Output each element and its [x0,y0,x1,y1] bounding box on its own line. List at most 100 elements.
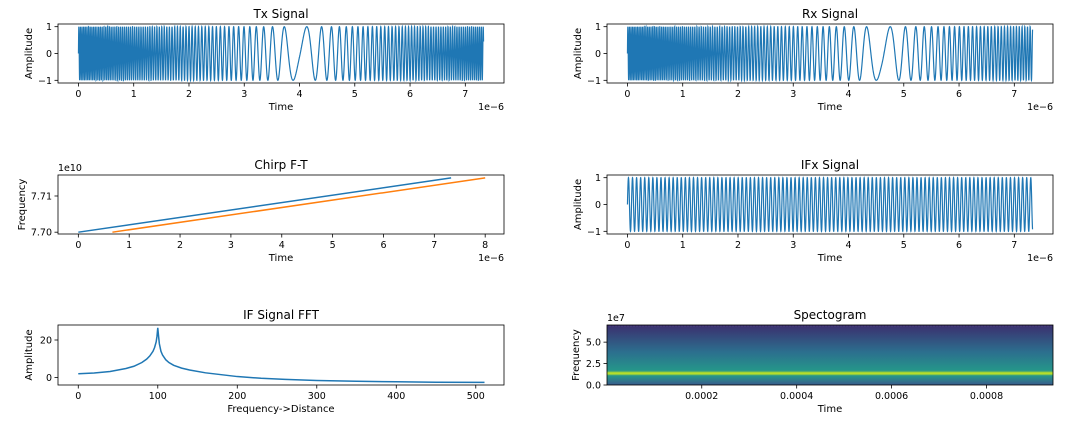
chart-title: Rx Signal [802,7,858,21]
y-tick-label: 2.5 [586,359,601,370]
x-offset-label: 1e−6 [478,253,504,264]
x-tick-label: 100 [149,391,167,402]
x-tick-label: 6 [956,240,962,251]
x-offset-label: 1e−6 [1027,253,1053,264]
axes-frame [57,324,505,386]
x-tick-label: 0 [75,391,81,402]
y-tick-label: −1 [38,76,52,87]
y-axis-label: Amplitude [24,329,35,380]
x-tick-label: 4 [845,89,851,100]
y-tick-label: 7.70 [31,228,52,239]
signal-line [77,24,485,83]
x-tick-label: 2 [735,89,741,100]
plot-area [607,325,1053,385]
y-tick-label: 7.71 [31,191,52,202]
spectrogram-image [607,325,1053,385]
axes-frame [606,324,1054,386]
x-tick-label: 0.0008 [970,391,1003,402]
x-tick-label: 400 [387,391,405,402]
y-tick-label: 1 [595,173,601,184]
chart-chirp: 0 1 2 3 4 5 6 7 8 7.70 7.71 Chirp F-T Time Frequency 1… [17,158,505,264]
x-tick-label: 1 [131,89,137,100]
x-tick-label: 7 [1011,240,1017,251]
x-tick-label: 6 [956,89,962,100]
y-axis-label: Frequency [17,179,28,231]
x-tick-label: 2 [735,240,741,251]
x-tick-label: 4 [279,240,285,251]
x-tick-label: 3 [790,240,796,251]
y-tick-label: −1 [587,227,601,238]
x-tick-label: 4 [845,240,851,251]
x-tick-label: 8 [482,240,488,251]
chart-rx: 0 1 2 3 4 5 6 7 −1 0 1 Rx Signal Time Amplitude 1e−6 [573,7,1054,113]
x-tick-label: 7 [1011,89,1017,100]
x-tick-label: 500 [467,391,485,402]
series-line-0 [78,177,452,233]
y-offset-label: 1e7 [607,313,625,324]
x-tick-label: 0.0002 [685,391,718,402]
chart-ifx: 0 1 2 3 4 5 6 7 −1 0 1 IFx Signal Time Amplitude 1e−6 [573,158,1054,264]
y-axis-label: Amplitude [573,28,584,79]
x-tick-label: 2 [177,240,183,251]
x-offset-label: 1e−6 [478,102,504,113]
series-line-0 [78,327,485,384]
y-tick-label: 0 [46,49,52,60]
plot-area [77,24,485,83]
axes-frame [57,174,505,235]
y-tick-label: 0 [595,49,601,60]
y-tick-label: 0 [595,200,601,211]
chart-tx: 0 1 2 3 4 5 6 7 −1 0 1 Tx Signal Time Amplitude 1e−6 [24,7,505,113]
y-offset-label: 1e10 [58,163,82,174]
chart-spec: 0.0002 0.0004 0.0006 0.0008 0.0 2.5 5.0 Spectog… [571,308,1054,415]
x-tick-label: 0 [75,240,81,251]
x-tick-label: 1 [126,240,132,251]
chart-title: Spectogram [794,308,867,322]
chart-title: IF Signal FFT [243,308,320,322]
x-tick-label: 4 [296,89,302,100]
x-tick-label: 0.0004 [780,391,813,402]
x-tick-label: 7 [462,89,468,100]
x-tick-label: 3 [790,89,796,100]
y-axis-label: Amplitude [24,28,35,79]
plot-area [78,327,485,384]
x-axis-label: Time [268,253,293,264]
x-tick-label: 0.0006 [875,391,908,402]
plot-area [78,177,486,233]
signal-line [626,176,1034,233]
x-tick-label: 3 [228,240,234,251]
y-tick-label: 5.0 [586,338,601,349]
x-tick-label: 0 [624,240,630,251]
chart-title: Tx Signal [252,7,308,21]
x-tick-label: 200 [228,391,246,402]
y-tick-label: 0 [46,373,52,384]
chart-fft: 0 100 200 300 400 500 0 20 IF Signal FFT Frequenc… [24,308,505,415]
x-tick-label: 300 [308,391,326,402]
x-axis-label: Time [268,102,293,113]
plot-area [626,24,1034,83]
y-tick-label: 1 [46,22,52,33]
plot-area [626,176,1034,233]
x-tick-label: 5 [901,89,907,100]
chart-title: Chirp F-T [254,158,308,172]
x-axis-label: Time [817,404,842,415]
x-tick-label: 5 [352,89,358,100]
signal-line [626,24,1034,83]
series-line-1 [112,177,486,233]
x-tick-label: 5 [330,240,336,251]
x-tick-label: 0 [624,89,630,100]
x-tick-label: 2 [186,89,192,100]
chart-title: IFx Signal [801,158,859,172]
x-tick-label: 6 [380,240,386,251]
y-tick-label: 20 [40,336,52,347]
x-tick-label: 6 [407,89,413,100]
y-tick-label: 0.0 [586,381,601,392]
x-axis-label: Time [817,253,842,264]
y-axis-label: Frequency [571,329,582,381]
x-tick-label: 3 [241,89,247,100]
x-axis-label: Time [817,102,842,113]
x-axis-label: Frequency->Distance [227,404,334,415]
x-tick-label: 5 [901,240,907,251]
x-tick-label: 1 [680,89,686,100]
y-axis-label: Amplitude [573,179,584,230]
